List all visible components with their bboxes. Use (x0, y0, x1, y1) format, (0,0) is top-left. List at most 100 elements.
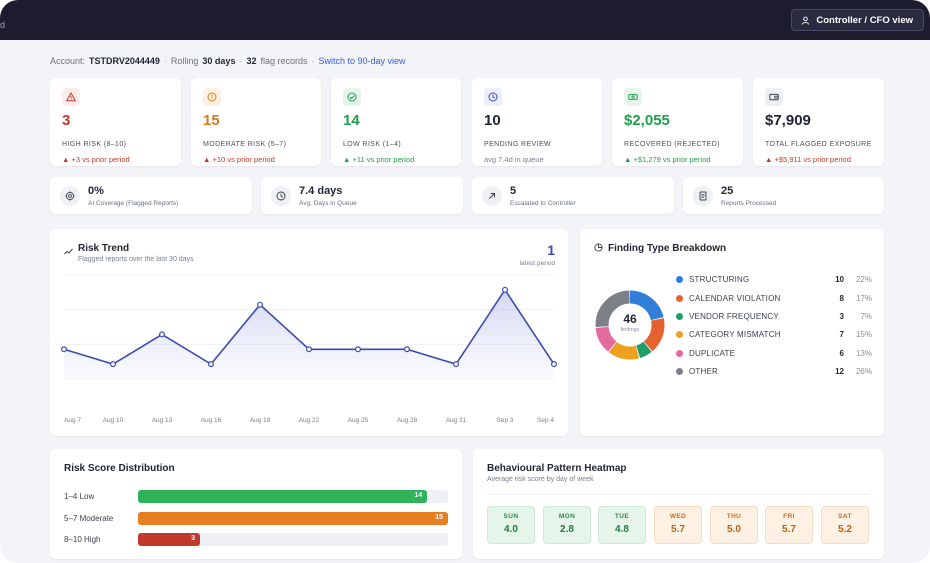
warning-triangle-icon (62, 88, 80, 106)
trend-data-point[interactable] (257, 301, 264, 308)
kpi-card-high-risk[interactable]: 3 HIGH RISK (8–10) ▲ +3 vs prior period (50, 78, 181, 166)
latest-period-value: 1 (547, 242, 555, 258)
stat-label: Escalated to Controller (510, 200, 576, 207)
legend-percent: 17% (855, 294, 872, 303)
kpi-value: 10 (484, 112, 501, 129)
kpi-delta: ▲ +11 vs prior period (343, 155, 415, 164)
heatmap-day: FRI (783, 513, 795, 520)
heatmap-day: TUE (614, 513, 630, 520)
stat-card-avg-days[interactable]: 7.4 days Avg. Days in Queue (261, 177, 463, 214)
legend-name: CATEGORY MISMATCH (689, 330, 781, 339)
distribution-label: 5–7 Moderate (64, 514, 114, 523)
legend-percent: 15% (855, 330, 872, 339)
distribution-bar-fill: 14 (138, 490, 428, 503)
legend-percent: 22% (855, 275, 872, 284)
heatmap-value: 5.7 (782, 524, 796, 535)
heatmap-cell-thu[interactable]: THU 5.0 (710, 506, 758, 544)
stat-card-escalated[interactable]: 5 Escalated to Controller (472, 177, 674, 214)
donut-slice-structuring[interactable] (595, 290, 665, 360)
donut-slice-other[interactable] (595, 290, 665, 360)
trend-data-point[interactable] (453, 361, 460, 368)
stat-card-ai-coverage[interactable]: 0% AI Coverage (Flagged Reports) (50, 177, 252, 214)
distribution-track: 3 (138, 533, 448, 546)
kpi-delta: ▲ +10 vs prior period (203, 155, 275, 164)
distribution-label: 8–10 High (64, 535, 101, 544)
trend-data-point[interactable] (109, 361, 116, 368)
legend-row-category-mismatch[interactable]: CATEGORY MISMATCH 7 15% (676, 330, 872, 339)
distribution-bar-fill: 15 (138, 512, 448, 525)
x-axis-tick-label: Aug 19 (250, 417, 271, 424)
kpi-card-low-risk[interactable]: 14 LOW RISK (1–4) ▲ +11 vs prior period (331, 78, 461, 166)
kpi-card-total-exposure[interactable]: $7,909 TOTAL FLAGGED EXPOSURE ▲ +$5,911 … (753, 78, 884, 166)
account-summary-line: Account: TSTDRV2044449 · Rolling 30 days… (50, 56, 406, 66)
kpi-label: LOW RISK (1–4) (343, 141, 402, 148)
kpi-value: 3 (62, 112, 71, 129)
stat-value: 25 (721, 185, 734, 197)
stat-card-reports-processed[interactable]: 25 Reports Processed (683, 177, 884, 214)
stat-label: AI Coverage (Flagged Reports) (88, 200, 179, 207)
role-view-button[interactable]: Controller / CFO view (791, 9, 924, 31)
stat-label: Avg. Days in Queue (299, 200, 357, 207)
separator: · (311, 56, 315, 66)
legend-count: 3 (839, 312, 844, 321)
legend-row-calendar-violation[interactable]: CALENDAR VIOLATION 8 17% (676, 294, 872, 303)
legend-percent: 13% (855, 349, 872, 358)
heatmap-cell-wed[interactable]: WED 5.7 (654, 506, 702, 544)
legend-row-other[interactable]: OTHER 12 26% (676, 367, 872, 376)
trend-data-point[interactable] (551, 361, 558, 368)
legend-name: STRUCTURING (689, 275, 750, 284)
legend-row-duplicate[interactable]: DUPLICATE 6 13% (676, 349, 872, 358)
records-label: flag records (260, 56, 308, 66)
trend-data-point[interactable] (61, 346, 68, 353)
heatmap-value: 5.0 (727, 524, 741, 535)
kpi-label: MODERATE RISK (5–7) (203, 141, 287, 148)
donut-slice-category-mismatch[interactable] (595, 290, 665, 360)
x-axis-tick-label: Aug 28 (397, 417, 418, 424)
heatmap-cell-tue[interactable]: TUE 4.8 (598, 506, 646, 544)
heatmap-day: SUN (503, 513, 519, 520)
legend-name: DUPLICATE (689, 349, 736, 358)
kpi-value: $7,909 (765, 112, 811, 129)
donut-slice-calendar-violation[interactable] (595, 290, 665, 360)
trend-data-point[interactable] (404, 346, 411, 353)
heatmap-cell-sat[interactable]: SAT 5.2 (821, 506, 869, 544)
x-axis-tick-label: Sep 4 (537, 417, 554, 424)
stat-value: 7.4 days (299, 185, 343, 197)
rolling-label: Rolling (170, 56, 199, 66)
heatmap-cell-fri[interactable]: FRI 5.7 (765, 506, 813, 544)
heatmap-cell-mon[interactable]: MON 2.8 (543, 506, 591, 544)
legend-count: 6 (839, 349, 844, 358)
heatmap-value: 5.2 (838, 524, 852, 535)
heatmap-value: 5.7 (671, 524, 685, 535)
legend-name: VENDOR FREQUENCY (689, 312, 779, 321)
distribution-track: 15 (138, 512, 448, 525)
distribution-label: 1–4 Low (64, 492, 95, 501)
distribution-bar-fill: 3 (138, 533, 200, 546)
kpi-card-recovered[interactable]: $2,055 RECOVERED (REJECTED) ▲ +$1,279 vs… (612, 78, 743, 166)
trend-data-point[interactable] (158, 331, 165, 338)
trend-data-point[interactable] (355, 346, 362, 353)
legend-row-structuring[interactable]: STRUCTURING 10 22% (676, 275, 872, 284)
legend-row-vendor-frequency[interactable]: VENDOR FREQUENCY 3 7% (676, 312, 872, 321)
role-view-label: Controller / CFO view (816, 14, 913, 26)
trend-data-point[interactable] (306, 346, 313, 353)
user-icon (802, 16, 810, 25)
kpi-card-moderate-risk[interactable]: 15 MODERATE RISK (5–7) ▲ +10 vs prior pe… (191, 78, 321, 166)
distribution-row-low[interactable]: 1–4 Low 14 (64, 490, 450, 504)
heatmap-cell-sun[interactable]: SUN 4.0 (487, 506, 535, 544)
legend-swatch (676, 350, 683, 357)
x-axis-tick-label: Aug 25 (348, 417, 369, 424)
distribution-row-moderate[interactable]: 5–7 Moderate 15 (64, 512, 450, 526)
distribution-row-high[interactable]: 8–10 High 3 (64, 533, 450, 547)
x-axis-tick-label: Sep 3 (497, 417, 514, 424)
trend-data-point[interactable] (208, 361, 215, 368)
kpi-delta: avg 7.4d in queue (484, 155, 544, 164)
trend-data-point[interactable] (502, 286, 509, 293)
legend-count: 7 (839, 330, 844, 339)
switch-90-day-link[interactable]: Switch to 90-day view (318, 56, 406, 66)
kpi-card-pending-review[interactable]: 10 PENDING REVIEW avg 7.4d in queue (472, 78, 602, 166)
kpi-value: 15 (203, 112, 220, 129)
pie-chart-icon (594, 243, 603, 252)
finding-breakdown-title: Finding Type Breakdown (608, 243, 727, 254)
